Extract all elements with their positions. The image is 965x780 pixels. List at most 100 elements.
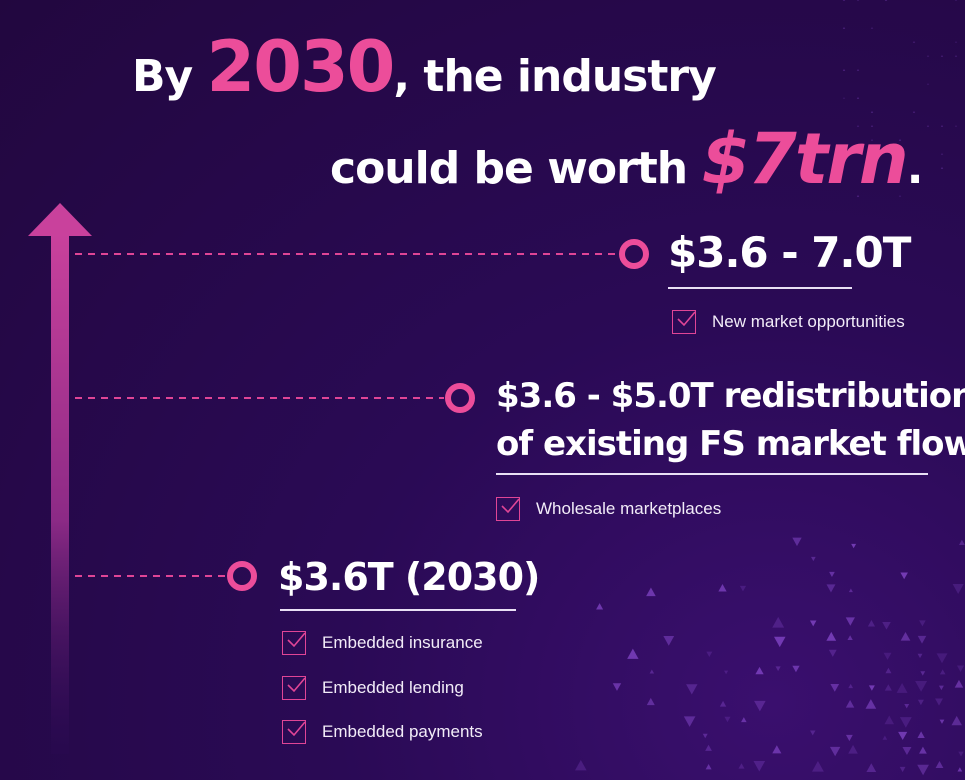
triangle-decoration xyxy=(882,735,888,740)
triangle-decoration xyxy=(575,759,587,771)
triangle-decoration xyxy=(926,124,930,127)
triangle-decoration xyxy=(792,665,800,673)
triangle-decoration xyxy=(954,40,958,43)
triangle-decoration xyxy=(896,683,908,693)
triangle-decoration xyxy=(775,666,781,672)
triangle-decoration xyxy=(898,194,902,197)
triangle-decoration xyxy=(958,751,964,757)
triangle-decoration xyxy=(772,745,782,754)
triangle-decoration xyxy=(830,683,840,692)
triangle-decoration xyxy=(935,760,944,769)
triangle-decoration xyxy=(866,763,877,772)
tier-2-item-label: Wholesale marketplaces xyxy=(536,499,722,518)
triangle-decoration xyxy=(755,666,764,675)
triangle-decoration xyxy=(646,697,655,706)
tier-2-title-line-2: of existing FS market flows xyxy=(496,424,965,464)
headline-value: $7trn xyxy=(701,118,908,200)
triangle-decoration xyxy=(706,651,713,658)
arrow-shaft xyxy=(51,234,69,754)
triangle-decoration xyxy=(956,665,965,672)
triangle-decoration xyxy=(884,715,895,725)
triangle-decoration xyxy=(958,539,965,546)
tier-2-item: Wholesale marketplaces xyxy=(496,497,721,521)
triangle-decoration xyxy=(939,719,945,724)
triangle-decoration xyxy=(810,556,816,562)
triangle-decoration xyxy=(865,699,877,709)
triangle-decoration xyxy=(842,152,846,155)
triangle-decoration xyxy=(851,543,857,549)
triangle-decoration xyxy=(683,716,696,727)
triangle-decoration xyxy=(919,746,927,754)
triangle-decoration xyxy=(868,685,875,691)
triangle-decoration xyxy=(870,124,874,127)
triangle-decoration xyxy=(898,731,908,741)
tier-3-item-3: Embedded payments xyxy=(282,720,483,744)
triangle-decoration xyxy=(926,82,930,85)
headline-prefix: By xyxy=(132,51,193,102)
triangle-decoration xyxy=(705,763,712,770)
triangle-decoration xyxy=(954,124,958,127)
triangle-decoration xyxy=(954,54,958,57)
headline-period: . xyxy=(906,143,924,194)
triangle-decoration xyxy=(856,194,860,197)
triangle-decoration xyxy=(646,587,656,597)
triangle-decoration xyxy=(719,700,727,707)
up-arrow-icon xyxy=(28,203,92,236)
triangle-decoration xyxy=(842,26,846,29)
triangle-decoration xyxy=(773,636,786,648)
triangle-decoration xyxy=(848,588,853,593)
triangle-decoration xyxy=(899,766,906,773)
triangle-decoration xyxy=(940,54,944,57)
triangle-decoration xyxy=(870,26,874,29)
triangle-decoration xyxy=(856,96,860,99)
triangle-decoration xyxy=(842,96,846,99)
triangle-decoration xyxy=(627,648,639,659)
triangle-decoration xyxy=(870,138,874,141)
checkbox-icon xyxy=(282,676,306,700)
triangle-decoration xyxy=(915,680,928,692)
tier-3-title: $3.6T (2030) xyxy=(278,555,540,599)
triangle-decoration xyxy=(884,684,892,691)
triangle-decoration xyxy=(912,110,916,113)
tier-3-item-2-label: Embedded lending xyxy=(322,678,464,697)
triangle-decoration xyxy=(920,671,926,676)
headline-worth-prefix: could be worth xyxy=(330,143,688,194)
triangle-decoration xyxy=(904,703,910,709)
triangle-decoration xyxy=(936,653,948,664)
triangle-decoration xyxy=(810,730,816,736)
triangle-decoration xyxy=(900,572,908,580)
triangle-decoration xyxy=(845,617,855,626)
triangle-decoration xyxy=(738,763,745,769)
triangle-decoration xyxy=(718,583,727,592)
headline-year: 2030 xyxy=(206,26,396,108)
triangle-decoration xyxy=(753,760,766,772)
checkbox-icon xyxy=(282,720,306,744)
triangle-decoration xyxy=(885,667,892,674)
triangle-decoration xyxy=(856,124,860,127)
triangle-decoration xyxy=(867,620,876,627)
headline-line-1: By 2030, the industry xyxy=(132,26,717,108)
triangle-decoration xyxy=(829,571,835,578)
triangle-decoration xyxy=(917,764,929,776)
tier-3-item-1-label: Embedded insurance xyxy=(322,633,483,652)
triangle-decoration xyxy=(899,717,912,728)
triangle-decoration xyxy=(809,620,817,627)
checkbox-icon xyxy=(496,497,520,521)
ring-marker-icon xyxy=(445,383,475,413)
triangle-decoration xyxy=(724,716,731,723)
triangle-decoration xyxy=(939,669,946,675)
triangle-decoration xyxy=(917,731,925,738)
triangle-decoration xyxy=(826,584,836,593)
tier-2-title-line-1: $3.6 - $5.0T redistribution xyxy=(496,376,965,416)
triangle-decoration xyxy=(884,0,888,1)
triangle-decoration xyxy=(792,537,802,547)
triangle-decoration xyxy=(649,669,655,674)
triangle-decoration xyxy=(940,124,944,127)
triangle-decoration xyxy=(951,715,962,726)
headline-suffix: , the industry xyxy=(393,51,716,102)
triangle-decoration xyxy=(898,152,902,155)
triangle-decoration xyxy=(917,635,927,644)
triangle-decoration xyxy=(848,683,854,689)
triangle-decoration xyxy=(842,0,846,1)
triangle-decoration xyxy=(917,653,923,659)
